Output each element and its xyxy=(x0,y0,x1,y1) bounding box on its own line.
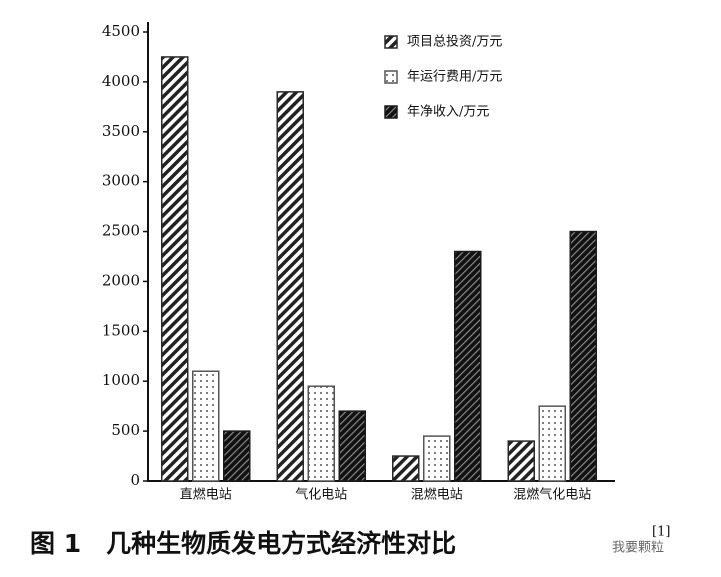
y-tick-label: 1000 xyxy=(102,371,140,389)
watermark: 我要颗粒 xyxy=(612,541,664,556)
bar xyxy=(161,56,189,482)
bar xyxy=(423,435,451,482)
caption-ref: [1] xyxy=(652,525,670,540)
y-tick-label: 3500 xyxy=(102,122,140,140)
y-tick-label: 500 xyxy=(111,421,140,439)
bar xyxy=(307,385,335,482)
legend-swatch xyxy=(384,35,398,49)
x-tick-label: 混燃气化电站 xyxy=(513,487,591,503)
x-tick-label: 气化电站 xyxy=(295,487,347,503)
legend-label: 项目总投资/万元 xyxy=(407,34,502,50)
y-tick-label: 0 xyxy=(130,471,140,489)
bar xyxy=(507,440,535,482)
y-tick-label: 3000 xyxy=(102,172,140,190)
y-tick-label: 1500 xyxy=(102,321,140,339)
legend-swatch xyxy=(384,105,398,119)
legend-label: 年运行费用/万元 xyxy=(407,70,502,85)
x-tick-label: 混燃电站 xyxy=(411,487,463,503)
legend-label: 年净收入/万元 xyxy=(407,105,489,120)
bar xyxy=(454,250,482,482)
y-tick-label: 2000 xyxy=(102,271,140,289)
bar xyxy=(538,405,566,482)
y-tick-label: 2500 xyxy=(102,222,140,240)
y-tick-label: 4500 xyxy=(102,22,140,40)
bar xyxy=(569,230,597,482)
bar xyxy=(392,455,420,482)
bar xyxy=(223,430,251,482)
legend-swatch xyxy=(384,70,398,84)
bar xyxy=(276,91,304,482)
x-tick-label: 直燃电站 xyxy=(180,487,232,503)
caption: 图 1 几种生物质发电方式经济性对比 xyxy=(30,529,456,558)
y-tick-label: 4000 xyxy=(102,72,140,90)
bar xyxy=(192,370,220,482)
bar xyxy=(338,410,366,482)
